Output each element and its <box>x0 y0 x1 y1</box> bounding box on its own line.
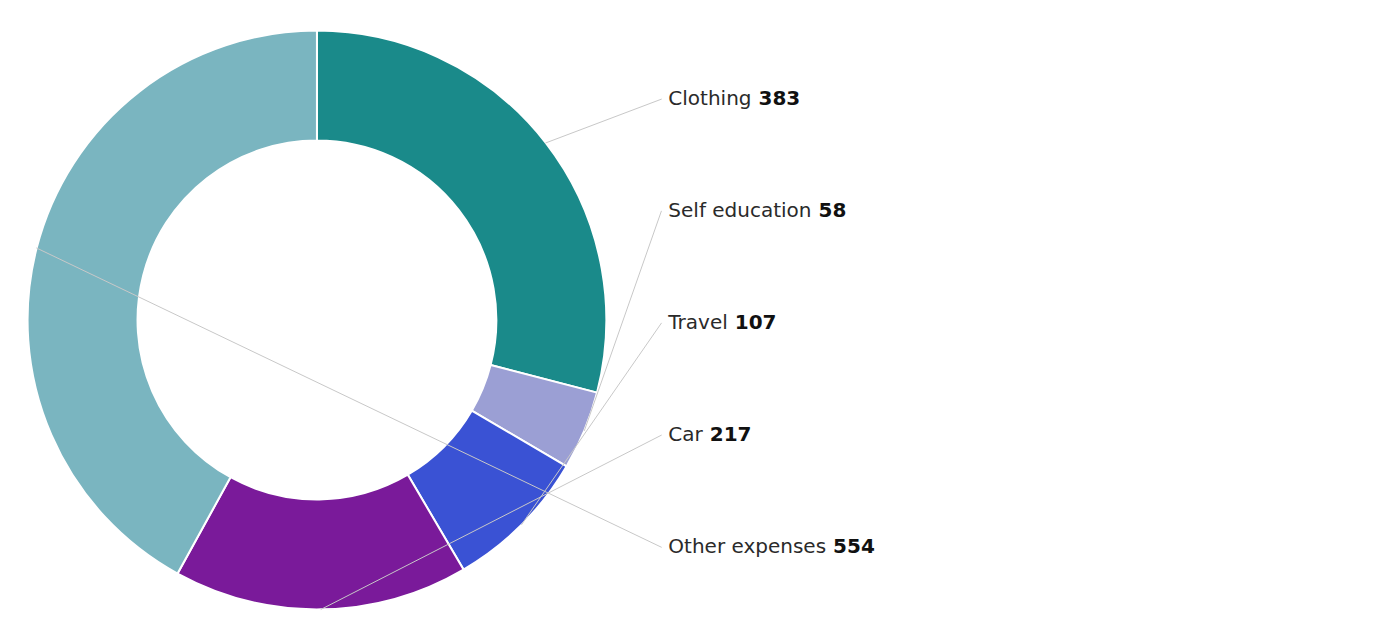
slice-label: Travel <box>667 310 727 334</box>
connector-line <box>584 211 661 430</box>
slice-value: 383 <box>759 86 801 110</box>
slice-value: 107 <box>735 310 777 334</box>
connector-line <box>546 99 662 143</box>
slice-label: Clothing <box>668 86 751 110</box>
labels: Clothing 383 Self education 58 Travel 107 Car 2… <box>37 86 875 610</box>
donut-slice <box>317 31 606 393</box>
slice-value: 554 <box>833 534 875 558</box>
slice-label: Other expenses <box>668 534 826 558</box>
chart-svg: Clothing 383 Self education 58 Travel 107 Car 2… <box>0 0 1378 640</box>
chart-container: Clothing 383 Self education 58 Travel 107 Car 2… <box>0 0 1378 640</box>
slice-value: 217 <box>710 422 752 446</box>
connector-line <box>37 248 662 547</box>
slice-value: 58 <box>819 198 847 222</box>
donut <box>28 31 607 610</box>
donut-slice <box>28 31 317 574</box>
slice-label: Self education <box>668 198 811 222</box>
slice-label: Car <box>668 422 703 446</box>
connector-line <box>522 323 662 524</box>
